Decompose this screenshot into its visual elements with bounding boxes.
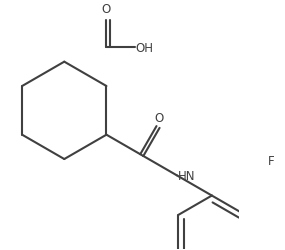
Text: OH: OH <box>136 42 154 55</box>
Text: O: O <box>102 4 111 16</box>
Text: F: F <box>268 154 275 168</box>
Text: HN: HN <box>178 170 195 182</box>
Text: O: O <box>154 112 163 124</box>
